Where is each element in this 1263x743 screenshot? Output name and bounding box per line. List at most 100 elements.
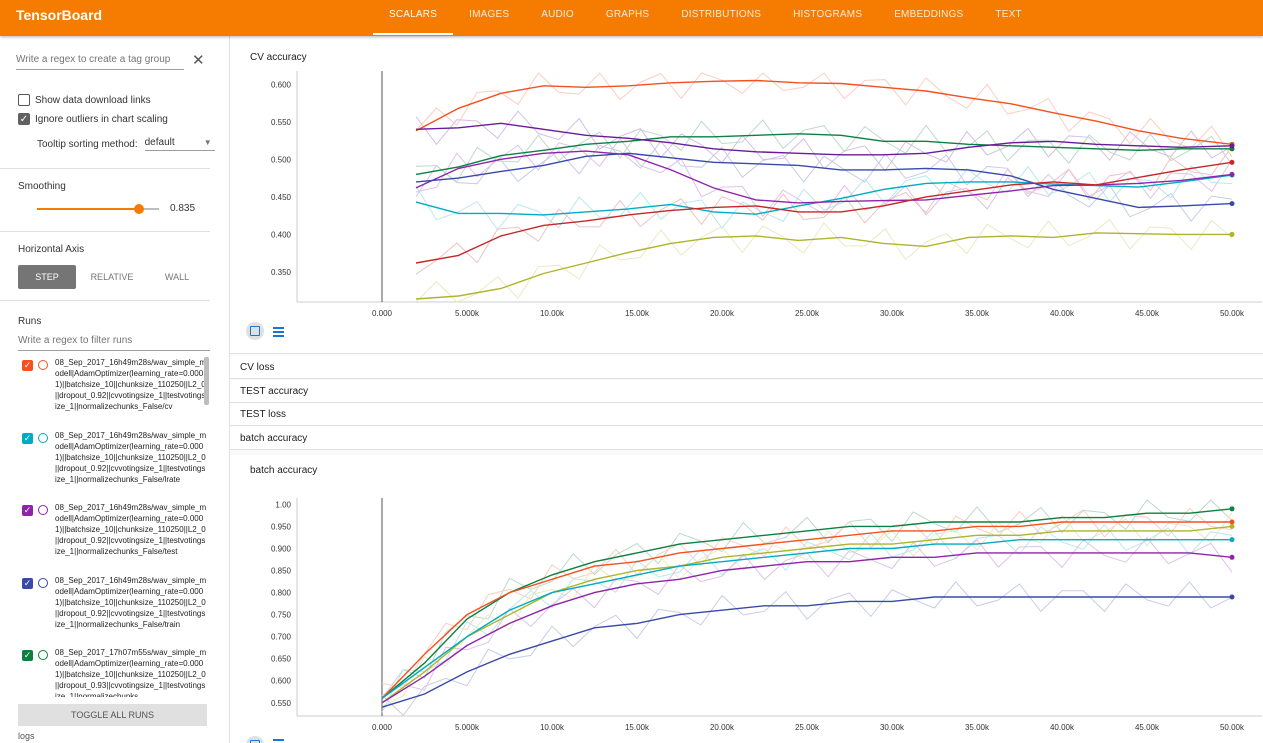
cv-accuracy-title: CV accuracy — [250, 52, 307, 63]
series-line[interactable] — [415, 150, 1233, 204]
runs-filter-input[interactable]: Write a regex to filter runs — [18, 335, 210, 351]
run-item[interactable]: ✓ 08_Sep_2017_17h07m55s/wav_simple_modell… — [22, 647, 207, 697]
tooltip-sort-value: default — [144, 137, 175, 148]
axis-step-button[interactable]: STEP — [18, 265, 76, 289]
tab-bar: SCALARS IMAGES AUDIO GRAPHS DISTRIBUTIONS HIS… — [373, 0, 1038, 36]
run-color-radio[interactable] — [38, 650, 48, 660]
smoothing-slider-fill — [37, 208, 139, 210]
show-download-label: Show data download links — [35, 94, 151, 106]
x-tick-label: 25.00k — [795, 309, 820, 318]
series-endpoint-marker — [1229, 537, 1235, 543]
series-line[interactable] — [381, 552, 1233, 704]
tab-text[interactable]: TEXT — [995, 9, 1022, 20]
run-checkbox[interactable]: ✓ — [22, 505, 33, 516]
run-item[interactable]: ✓ 08_Sep_2017_16h49m28s/wav_simple_modell… — [22, 502, 207, 557]
fit-domain-icon[interactable] — [246, 736, 264, 743]
run-color-radio[interactable] — [38, 505, 48, 515]
divider — [0, 300, 210, 301]
series-raw-line — [381, 512, 1233, 708]
y-tick-label: 0.500 — [271, 155, 292, 164]
collapsed-card-title: TEST accuracy — [240, 385, 309, 397]
toggle-all-runs-button[interactable]: TOGGLE ALL RUNS — [18, 704, 207, 726]
series-line[interactable] — [415, 133, 1232, 176]
ignore-outliers-checkbox-row[interactable]: ✓ Ignore outliers in chart scaling — [18, 113, 168, 125]
top-bar: TensorBoard SCALARS IMAGES AUDIO GRAPHS DIST… — [0, 0, 1263, 36]
show-download-checkbox-row[interactable]: Show data download links — [18, 94, 151, 106]
tab-embeddings[interactable]: EMBEDDINGS — [894, 9, 964, 20]
series-line[interactable] — [415, 174, 1233, 216]
y-tick-label: 0.400 — [271, 230, 292, 239]
ignore-outliers-checkbox[interactable]: ✓ — [18, 113, 30, 125]
ignore-outliers-label: Ignore outliers in chart scaling — [35, 113, 168, 125]
series-line[interactable] — [381, 539, 1232, 699]
x-tick-label: 5.000k — [455, 309, 480, 318]
collapsed-card[interactable]: TEST loss — [230, 403, 1263, 426]
series-endpoint-marker — [1229, 506, 1235, 512]
y-tick-label: 0.650 — [271, 655, 292, 664]
y-tick-label: 0.950 — [271, 522, 292, 531]
runs-scrollbar[interactable] — [204, 357, 209, 405]
tab-graphs[interactable]: GRAPHS — [605, 9, 650, 20]
x-tick-label: 10.00k — [540, 309, 565, 318]
run-item[interactable]: ✓ 08_Sep_2017_16h49m28s/wav_simple_modell… — [22, 575, 207, 630]
tab-audio[interactable]: AUDIO — [541, 9, 574, 20]
series-endpoint-marker — [1229, 523, 1235, 529]
close-icon[interactable]: ✕ — [192, 52, 205, 69]
x-tick-label: 5.000k — [455, 723, 480, 732]
run-checkbox[interactable]: ✓ — [22, 650, 33, 661]
tab-images[interactable]: IMAGES — [469, 9, 510, 20]
smoothing-value: 0.835 — [170, 203, 196, 214]
run-item[interactable]: ✓ 08_Sep_2017_16h49m28s/wav_simple_modell… — [22, 430, 207, 485]
fit-domain-icon[interactable] — [246, 322, 264, 340]
series-line[interactable] — [381, 521, 1232, 699]
y-tick-label: 1.00 — [275, 500, 291, 509]
series-line[interactable] — [381, 525, 1233, 704]
run-checkbox[interactable]: ✓ — [22, 360, 33, 371]
axis-relative-button[interactable]: RELATIVE — [90, 272, 134, 282]
run-item[interactable]: ✓ 08_Sep_2017_16h49m28s/wav_simple_modell… — [22, 357, 207, 412]
y-tick-label: 0.450 — [271, 193, 292, 202]
series-endpoint-marker — [1229, 171, 1235, 177]
x-tick-label: 0.000 — [372, 723, 393, 732]
axis-wall-button[interactable]: WALL — [164, 272, 190, 282]
series-raw-line — [415, 165, 1233, 231]
series-endpoint-marker — [1229, 143, 1235, 149]
x-tick-label: 30.00k — [880, 309, 905, 318]
smoothing-slider[interactable] — [37, 204, 159, 214]
cv-accuracy-chart[interactable]: 0.350 0.400 0.450 0.500 0.550 0.600 0.000 5.000… — [230, 36, 1263, 326]
horizontal-axis-title: Horizontal Axis — [18, 244, 85, 255]
series-line[interactable] — [415, 232, 1232, 300]
tab-distributions[interactable]: DISTRIBUTIONS — [681, 9, 762, 20]
x-tick-label: 25.00k — [795, 723, 820, 732]
collapsed-card[interactable]: CV loss — [230, 356, 1263, 379]
series-line[interactable] — [415, 152, 1233, 209]
series-line[interactable] — [415, 122, 1233, 156]
series-line[interactable] — [381, 596, 1232, 708]
tooltip-sort-select[interactable]: default ▼ — [144, 137, 215, 151]
run-color-radio[interactable] — [38, 360, 48, 370]
run-color-radio[interactable] — [38, 577, 48, 588]
x-tick-label: 30.00k — [880, 723, 905, 732]
show-download-checkbox[interactable] — [18, 94, 30, 106]
y-tick-label: 0.700 — [271, 633, 292, 642]
series-line[interactable] — [381, 508, 1233, 699]
collapsed-card[interactable]: batch accuracy — [230, 426, 1263, 450]
tag-group-input[interactable]: Write a regex to create a tag group — [16, 54, 184, 70]
tooltip-sort-label: Tooltip sorting method: — [37, 138, 138, 150]
collapsed-card[interactable]: TEST accuracy — [230, 379, 1263, 403]
tab-histograms[interactable]: HISTOGRAMS — [793, 9, 863, 20]
series-line[interactable] — [415, 79, 1233, 145]
batch-accuracy-card: batch accuracy 0.550 0.600 0.650 0.700 0.750… — [230, 455, 1263, 743]
run-checkbox[interactable]: ✓ — [22, 577, 33, 589]
smoothing-slider-knob[interactable] — [133, 204, 144, 214]
series-endpoint-marker — [1229, 231, 1235, 237]
lines-icon[interactable] — [273, 327, 284, 337]
cv-accuracy-card: CV accuracy 0.350 0.400 0.450 0.500 0.550 0.6… — [230, 36, 1263, 354]
series-line[interactable] — [415, 161, 1233, 264]
lines-icon[interactable] — [273, 739, 284, 743]
batch-accuracy-chart[interactable]: 0.550 0.600 0.650 0.700 0.750 0.800 0.850 0.900… — [230, 455, 1263, 735]
run-checkbox[interactable]: ✓ — [22, 432, 33, 444]
run-color-radio[interactable] — [38, 432, 48, 443]
tab-scalars[interactable]: SCALARS — [373, 0, 454, 36]
batch-accuracy-title: batch accuracy — [250, 465, 318, 476]
